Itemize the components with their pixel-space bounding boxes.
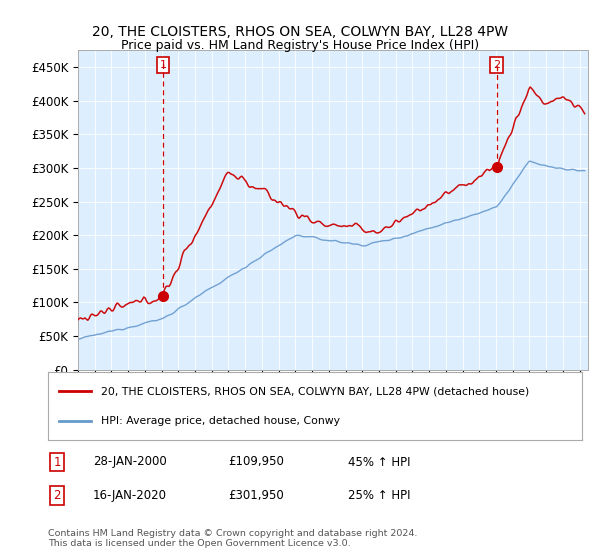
Text: 1: 1 (53, 455, 61, 469)
Text: Contains HM Land Registry data © Crown copyright and database right 2024.
This d: Contains HM Land Registry data © Crown c… (48, 529, 418, 548)
Text: 45% ↑ HPI: 45% ↑ HPI (348, 455, 410, 469)
Text: £109,950: £109,950 (228, 455, 284, 469)
Text: 20, THE CLOISTERS, RHOS ON SEA, COLWYN BAY, LL28 4PW (detached house): 20, THE CLOISTERS, RHOS ON SEA, COLWYN B… (101, 386, 530, 396)
Text: £301,950: £301,950 (228, 489, 284, 502)
Text: 16-JAN-2020: 16-JAN-2020 (93, 489, 167, 502)
Text: 25% ↑ HPI: 25% ↑ HPI (348, 489, 410, 502)
Text: 20, THE CLOISTERS, RHOS ON SEA, COLWYN BAY, LL28 4PW: 20, THE CLOISTERS, RHOS ON SEA, COLWYN B… (92, 25, 508, 39)
Text: 1: 1 (160, 60, 166, 70)
Text: Price paid vs. HM Land Registry's House Price Index (HPI): Price paid vs. HM Land Registry's House … (121, 39, 479, 52)
Text: 28-JAN-2000: 28-JAN-2000 (93, 455, 167, 469)
Text: 2: 2 (53, 489, 61, 502)
Text: 2: 2 (493, 60, 500, 70)
Text: HPI: Average price, detached house, Conwy: HPI: Average price, detached house, Conw… (101, 416, 340, 426)
